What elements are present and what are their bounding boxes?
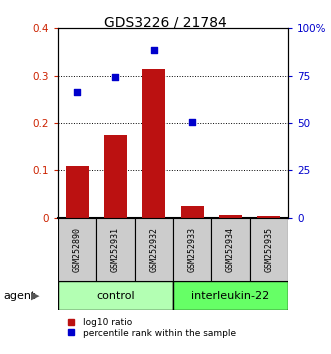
Bar	[211, 218, 250, 281]
Text: control: control	[96, 291, 135, 301]
Text: GSM252935: GSM252935	[264, 227, 273, 272]
Point	[74, 90, 80, 95]
Text: GSM252934: GSM252934	[226, 227, 235, 272]
Bar	[58, 281, 173, 310]
Bar	[58, 218, 96, 281]
Text: GSM252890: GSM252890	[72, 227, 82, 272]
Bar	[181, 206, 204, 218]
Bar	[173, 281, 288, 310]
Bar	[66, 166, 89, 218]
Bar	[135, 218, 173, 281]
Point	[113, 74, 118, 79]
Text: GDS3226 / 21784: GDS3226 / 21784	[104, 16, 227, 30]
Bar	[250, 218, 288, 281]
Text: agent: agent	[3, 291, 36, 301]
Point	[151, 47, 157, 52]
Point	[189, 119, 195, 125]
Bar	[96, 218, 135, 281]
Bar	[104, 135, 127, 218]
Text: GSM252931: GSM252931	[111, 227, 120, 272]
Text: GSM252933: GSM252933	[188, 227, 197, 272]
Text: ▶: ▶	[30, 291, 39, 301]
Legend: log10 ratio, percentile rank within the sample: log10 ratio, percentile rank within the …	[63, 318, 236, 338]
Bar	[173, 218, 211, 281]
Bar	[257, 216, 280, 218]
Text: interleukin-22: interleukin-22	[191, 291, 269, 301]
Text: GSM252932: GSM252932	[149, 227, 158, 272]
Bar	[142, 69, 165, 218]
Bar	[219, 215, 242, 218]
